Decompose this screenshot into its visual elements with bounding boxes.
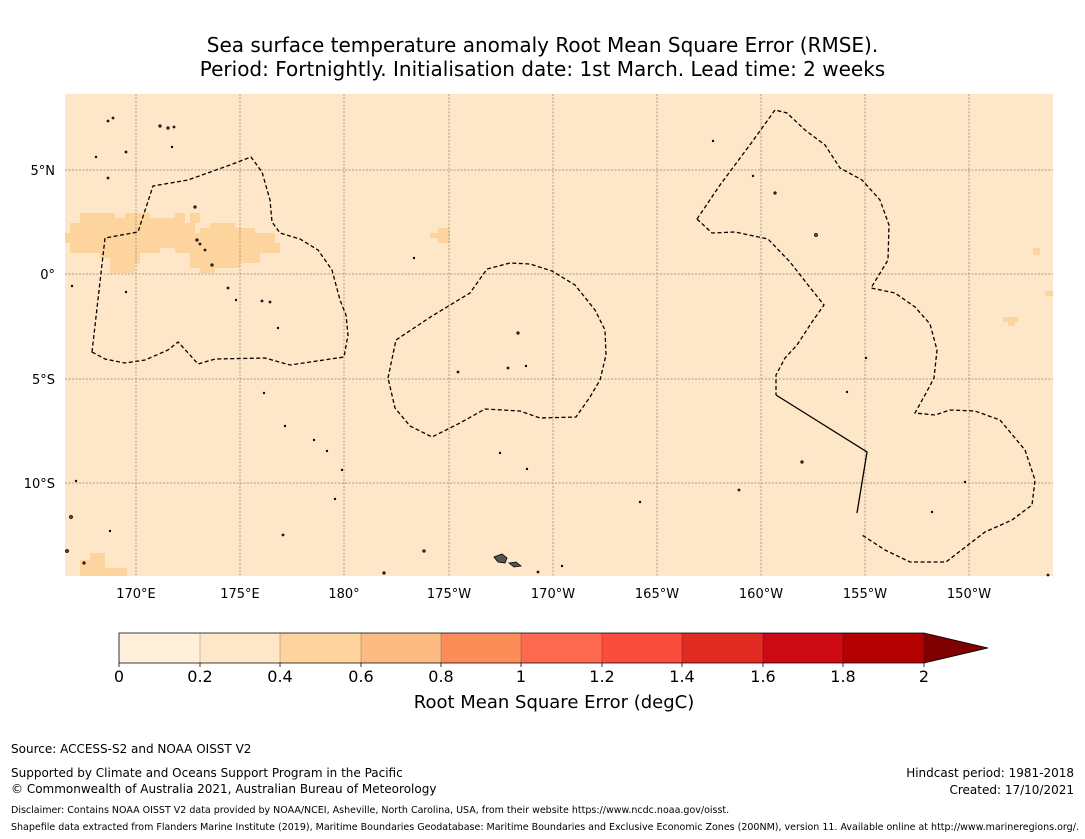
x-axis-label: 175°W xyxy=(427,587,471,602)
x-axis-label: 160°W xyxy=(739,587,783,602)
rmse-patch-east-2 xyxy=(1045,291,1053,296)
supported-text: Supported by Climate and Oceans Support … xyxy=(11,766,403,780)
shapefile-credit: Shapefile data extracted from Flanders M… xyxy=(11,822,1079,833)
colorbar-tick-label: 0.8 xyxy=(428,667,453,686)
disclaimer-text: Disclaimer: Contains NOAA OISST V2 data … xyxy=(11,805,730,816)
y-axis-label: 5°S xyxy=(32,373,55,388)
x-axis-label: 170°E xyxy=(116,587,156,602)
colorbar-extend-arrow xyxy=(924,633,988,663)
eez-boundaries xyxy=(91,109,1036,563)
y-axis-label: 10°S xyxy=(24,477,55,492)
rmse-patch-sw-2 xyxy=(105,568,127,576)
x-axis-label: 150°W xyxy=(947,587,991,602)
rmse-patch-small xyxy=(190,213,200,223)
x-axis-labels: 170°E 175°E 180° 175°W 170°W 165°W 160°W… xyxy=(116,587,991,602)
colorbar-segment xyxy=(682,633,763,663)
colorbar-tick-label: 0.6 xyxy=(348,667,373,686)
eez-kiribati-phoenix xyxy=(387,262,607,438)
y-axis-labels: 5°N 0° 5°S 10°S xyxy=(24,164,55,492)
colorbar-outline xyxy=(118,632,989,664)
rmse-patch-sw-3 xyxy=(80,560,90,576)
gridlines xyxy=(65,94,1053,576)
hindcast-period: Hindcast period: 1981-2018 xyxy=(906,766,1074,780)
colorbar-segment xyxy=(441,633,521,663)
map-title-line-2: Period: Fortnightly. Initialisation date… xyxy=(199,57,886,81)
island-samoa-2 xyxy=(508,561,522,568)
colorbar-title: Root Mean Square Error (degC) xyxy=(413,692,695,713)
x-axis-label: 175°E xyxy=(220,587,260,602)
colorbar-segment xyxy=(521,633,602,663)
colorbar-tick-label: 1.6 xyxy=(750,667,775,686)
rmse-patch-east-4 xyxy=(1008,320,1015,326)
copyright-text: © Commonwealth of Australia 2021, Austra… xyxy=(11,782,437,796)
rmse-patch-east xyxy=(1033,248,1040,255)
colorbar-segment xyxy=(602,633,682,663)
map-title-line-1: Sea surface temperature anomaly Root Mea… xyxy=(206,33,879,57)
colorbar-segment xyxy=(763,633,843,663)
map-area xyxy=(65,94,1053,576)
rmse-patch-east-3 xyxy=(1003,317,1018,322)
colorbar-tick-label: 0.4 xyxy=(267,667,292,686)
source-text: Source: ACCESS-S2 and NOAA OISST V2 xyxy=(11,742,252,756)
created-date: Created: 17/10/2021 xyxy=(949,783,1074,797)
eez-kiribati-line xyxy=(696,109,1036,563)
x-axis-label: 155°W xyxy=(843,587,887,602)
colorbar-segment xyxy=(280,633,361,663)
eez-kiribati-line-north xyxy=(696,218,825,395)
rmse-patch-central-2 xyxy=(438,228,450,243)
colorbar-tick-label: 2 xyxy=(919,667,929,686)
colorbar-tick-label: 0.2 xyxy=(187,667,212,686)
colorbar-segment xyxy=(843,633,924,663)
rmse-patch-sw xyxy=(90,553,105,576)
eez-solid-boundary xyxy=(775,394,868,514)
rmse-patches xyxy=(65,213,1053,576)
y-axis-label: 5°N xyxy=(31,164,56,179)
islands xyxy=(65,116,1050,577)
rmse-patch-west xyxy=(65,213,280,273)
colorbar: 0 0.2 0.4 0.6 0.8 1 1.2 1.4 1.6 1.8 2 xyxy=(114,632,989,686)
colorbar-tick-label: 1.2 xyxy=(589,667,614,686)
x-axis-label: 180° xyxy=(328,587,359,602)
x-axis-label: 165°W xyxy=(635,587,679,602)
x-axis-label: 170°W xyxy=(531,587,575,602)
island-samoa-1 xyxy=(493,553,508,564)
rmse-patch-central xyxy=(430,233,440,238)
colorbar-tick-label: 0 xyxy=(114,667,124,686)
eez-kiribati-gilbert xyxy=(91,156,349,366)
colorbar-segment xyxy=(200,633,280,663)
colorbar-tick-label: 1 xyxy=(516,667,526,686)
y-axis-label: 0° xyxy=(40,268,55,283)
colorbar-segment xyxy=(119,633,200,663)
colorbar-segment xyxy=(361,633,441,663)
colorbar-tick-label: 1.8 xyxy=(830,667,855,686)
colorbar-tick-label: 1.4 xyxy=(669,667,694,686)
